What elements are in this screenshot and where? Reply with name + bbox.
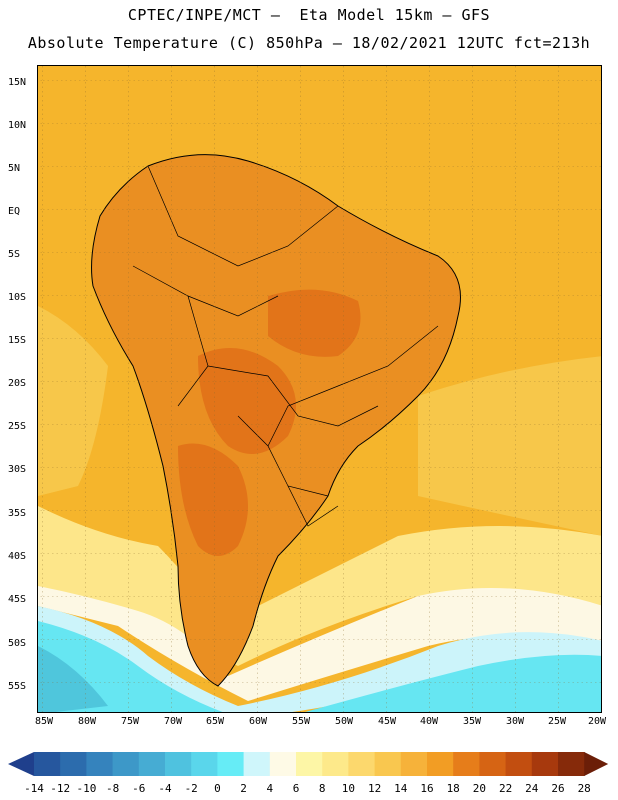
lat-label-30s: 30S xyxy=(8,464,27,475)
colorbar-label: 12 xyxy=(367,782,382,795)
colorbar-swatch xyxy=(427,752,454,776)
colorbar-swatch xyxy=(191,752,218,776)
lat-label-50s: 50S xyxy=(8,638,27,649)
colorbar-swatch xyxy=(531,752,559,776)
lon-label-30w: 30W xyxy=(505,716,525,727)
lon-label-50w: 50W xyxy=(334,716,354,727)
colorbar-swatch xyxy=(374,752,402,776)
colorbar-swatch xyxy=(400,752,428,776)
colorbar-label: -8 xyxy=(105,782,120,795)
colorbar-label: 6 xyxy=(292,782,300,795)
lon-label-20w: 20W xyxy=(587,716,607,727)
colorbar-swatch xyxy=(348,752,376,776)
colorbar-swatch xyxy=(60,752,87,776)
lon-label-55w: 55W xyxy=(291,716,311,727)
temperature-field xyxy=(38,66,601,712)
colorbar-swatch xyxy=(322,752,349,776)
colorbar-label: 28 xyxy=(577,782,591,795)
map-title-line-2: Absolute Temperature (C) 850hPa – 18/02/… xyxy=(27,34,591,52)
colorbar-label: -4 xyxy=(158,782,172,795)
lon-label-85w: 85W xyxy=(34,716,54,727)
colorbar-label: -6 xyxy=(132,782,146,795)
lat-label-15s: 15S xyxy=(8,335,27,346)
colorbar-label: 14 xyxy=(394,782,408,795)
colorbar-swatch xyxy=(243,752,271,776)
lon-label-75w: 75W xyxy=(120,716,140,727)
colorbar-swatch xyxy=(558,752,585,776)
colorbar-label: -2 xyxy=(184,782,198,795)
colorbar-label: -14 xyxy=(24,782,44,795)
colorbar-label: -10 xyxy=(76,782,97,795)
lat-label-55s: 55S xyxy=(8,681,27,692)
lon-label-70w: 70W xyxy=(163,716,183,727)
colorbar-swatch xyxy=(86,752,114,776)
lat-label-5n: 5N xyxy=(8,163,21,174)
colorbar xyxy=(8,752,609,776)
colorbar-label: 18 xyxy=(446,782,460,795)
lon-label-25w: 25W xyxy=(547,716,567,727)
colorbar-label: 2 xyxy=(240,782,247,795)
colorbar-arrow-left xyxy=(8,752,34,776)
lon-label-35w: 35W xyxy=(462,716,482,727)
colorbar-swatch xyxy=(34,752,61,776)
lat-label-40s: 40S xyxy=(8,551,27,562)
colorbar-swatch xyxy=(112,752,140,776)
lat-label-5s: 5S xyxy=(8,249,21,260)
lat-label-20s: 20S xyxy=(8,378,27,389)
map-title-line-1: CPTEC/INPE/MCT – Eta Model 15km – GFS xyxy=(127,6,491,24)
lon-label-65w: 65W xyxy=(205,716,225,727)
lat-label-35s: 35S xyxy=(8,508,27,519)
lat-label-10s: 10S xyxy=(8,292,27,303)
colorbar-swatch xyxy=(165,752,192,776)
colorbar-swatch xyxy=(296,752,323,776)
lon-label-40w: 40W xyxy=(419,716,439,727)
colorbar-swatch xyxy=(505,752,533,776)
lat-label-15n: 15N xyxy=(8,77,27,88)
colorbar-label: -12 xyxy=(50,782,71,795)
colorbar-label: 24 xyxy=(525,782,539,795)
lon-label-45w: 45W xyxy=(377,716,397,727)
colorbar-arrow-right xyxy=(584,752,609,776)
colorbar-label: 0 xyxy=(214,782,221,795)
lat-label-eq: EQ xyxy=(8,206,21,217)
lon-label-80w: 80W xyxy=(77,716,97,727)
colorbar-label: 22 xyxy=(498,782,513,795)
colorbar-swatch xyxy=(217,752,245,776)
colorbar-label: 20 xyxy=(472,782,487,795)
lat-label-10n: 10N xyxy=(8,120,27,131)
lat-label-25s: 25S xyxy=(8,421,27,432)
colorbar-label: 26 xyxy=(551,782,565,795)
lat-label-45s: 45S xyxy=(8,594,27,605)
colorbar-swatch xyxy=(453,752,480,776)
lon-label-60w: 60W xyxy=(248,716,268,727)
colorbar-label: 10 xyxy=(341,782,356,795)
temperature-map xyxy=(37,65,602,713)
colorbar-swatch xyxy=(479,752,507,776)
colorbar-label: 8 xyxy=(318,782,326,795)
colorbar-label: 16 xyxy=(420,782,434,795)
colorbar-swatch xyxy=(138,752,166,776)
colorbar-label: 4 xyxy=(266,782,274,795)
colorbar-swatch xyxy=(269,752,297,776)
